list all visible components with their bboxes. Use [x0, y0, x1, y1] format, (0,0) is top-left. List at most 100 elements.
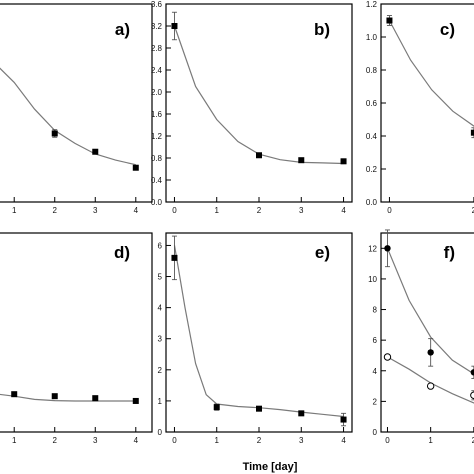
x-tick-label: 0 — [172, 436, 177, 445]
y-tick-label: 0.2 — [366, 165, 378, 174]
y-tick-label: 0.8 — [151, 154, 163, 163]
plot-frame — [0, 3, 153, 203]
data-point — [132, 164, 139, 171]
data-point — [470, 369, 474, 376]
data-point — [340, 416, 347, 423]
y-tick-label: 0.8 — [366, 66, 378, 75]
x-tick-label: 0 — [172, 206, 177, 215]
y-tick-label: 6 — [158, 241, 163, 250]
y-tick-label: 4 — [158, 304, 163, 313]
y-tick-label: 8 — [373, 306, 378, 315]
x-tick-label: 2 — [53, 436, 58, 445]
x-tick-label: 3 — [299, 206, 304, 215]
plot-frame — [165, 232, 353, 433]
data-point — [384, 245, 391, 252]
fit-line — [388, 20, 474, 127]
y-tick-label: 0.0 — [366, 198, 378, 207]
data-point — [11, 391, 18, 398]
y-tick-label: 1.2 — [366, 0, 378, 9]
data-point — [340, 158, 347, 165]
x-tick-label: 3 — [299, 436, 304, 445]
plot-frame — [0, 232, 153, 433]
data-point — [256, 152, 262, 159]
data-point — [386, 17, 393, 24]
fit-line — [173, 25, 344, 165]
data-point — [171, 254, 178, 261]
y-tick-label: 12 — [368, 244, 377, 253]
data-point — [426, 382, 435, 390]
x-tick-label: 2 — [53, 206, 58, 215]
y-tick-label: 0 — [373, 428, 378, 437]
fit-line — [0, 67, 136, 166]
x-tick-label: 2 — [257, 206, 262, 215]
y-tick-label: 0.6 — [366, 99, 378, 108]
panel-letter: d) — [114, 243, 130, 262]
data-point — [92, 395, 99, 402]
x-tick-label: 2 — [257, 436, 262, 445]
y-tick-label: 0 — [158, 428, 163, 437]
plot-frame — [380, 232, 474, 433]
panel-letter: e) — [315, 243, 330, 262]
data-point — [383, 353, 392, 361]
x-tick-label: 4 — [341, 206, 346, 215]
data-point — [51, 393, 58, 400]
data-point — [470, 391, 474, 399]
data-point — [51, 130, 58, 137]
data-point — [298, 157, 305, 164]
data-point — [470, 129, 474, 136]
data-point — [298, 410, 305, 417]
x-tick-label: 3 — [93, 436, 98, 445]
y-tick-label: 2.8 — [151, 44, 163, 53]
data-point — [256, 405, 262, 412]
panel-letter: b) — [314, 20, 330, 39]
x-tick-label: 1 — [215, 436, 220, 445]
y-tick-label: 2.4 — [151, 66, 163, 75]
x-tick-label: 1 — [12, 206, 17, 215]
y-tick-label: 0.4 — [366, 132, 378, 141]
panels: 1 2 3 4a)0 1 2 3 40.00.40.81.21.62.02.42.83.23.… — [0, 0, 474, 445]
panel-3: 0 2 0.0 0.2 0.4 0.6 0.8 1.0 1.2 c) — [366, 0, 474, 215]
data-point — [92, 148, 99, 155]
y-tick-label: 3.6 — [151, 0, 163, 9]
panel-letter: c) — [440, 20, 455, 39]
x-tick-label: 1 — [428, 436, 433, 445]
y-tick-label: 2 — [158, 366, 163, 375]
y-tick-label: 5 — [158, 273, 163, 282]
panel-letter: f) — [444, 243, 455, 262]
panel-letter: a) — [115, 20, 130, 39]
y-tick-label: 10 — [368, 275, 377, 284]
x-tick-label: 2 — [472, 206, 474, 215]
x-tick-label: 0 — [385, 436, 390, 445]
y-tick-label: 3 — [158, 335, 163, 344]
x-tick-label: 4 — [134, 206, 139, 215]
fit-line — [387, 356, 474, 404]
data-point — [213, 404, 220, 411]
data-point — [171, 23, 178, 29]
y-tick-label: 0.0 — [151, 198, 163, 207]
fit-line — [0, 393, 136, 402]
x-tick-label: 1 — [12, 436, 17, 445]
x-tick-label: 4 — [134, 436, 139, 445]
y-tick-label: 4 — [373, 367, 378, 376]
y-tick-label: 1.6 — [151, 110, 163, 119]
y-tick-label: 1 — [158, 397, 163, 406]
x-tick-label: 0 — [387, 206, 392, 215]
x-tick-label: 4 — [341, 436, 346, 445]
y-tick-label: 0.4 — [151, 176, 163, 185]
fit-line — [386, 248, 474, 375]
y-tick-label: 1.2 — [151, 132, 163, 141]
y-tick-label: 3.2 — [151, 22, 163, 31]
plot-frame — [380, 3, 474, 203]
y-tick-label: 1.0 — [366, 33, 378, 42]
data-point — [427, 349, 434, 356]
panel-2: 0 1 2 3 4 0.0 0.4 0.8 1.2 1.6 2.0 2.4 2.8 3.2 3.6 b) — [151, 0, 353, 215]
panel-5: 0 1 2 3 4 0 1 2 3 4 5 6 e) — [158, 232, 353, 445]
y-tick-label: 2.0 — [151, 88, 163, 97]
x-tick-label: 1 — [215, 206, 220, 215]
panel-4: 1 2 3 4 d) — [0, 232, 153, 445]
data-point — [132, 397, 139, 404]
fit-line — [173, 245, 344, 418]
y-tick-label: 6 — [373, 336, 378, 345]
x-axis-title: Time [day] — [243, 461, 298, 473]
